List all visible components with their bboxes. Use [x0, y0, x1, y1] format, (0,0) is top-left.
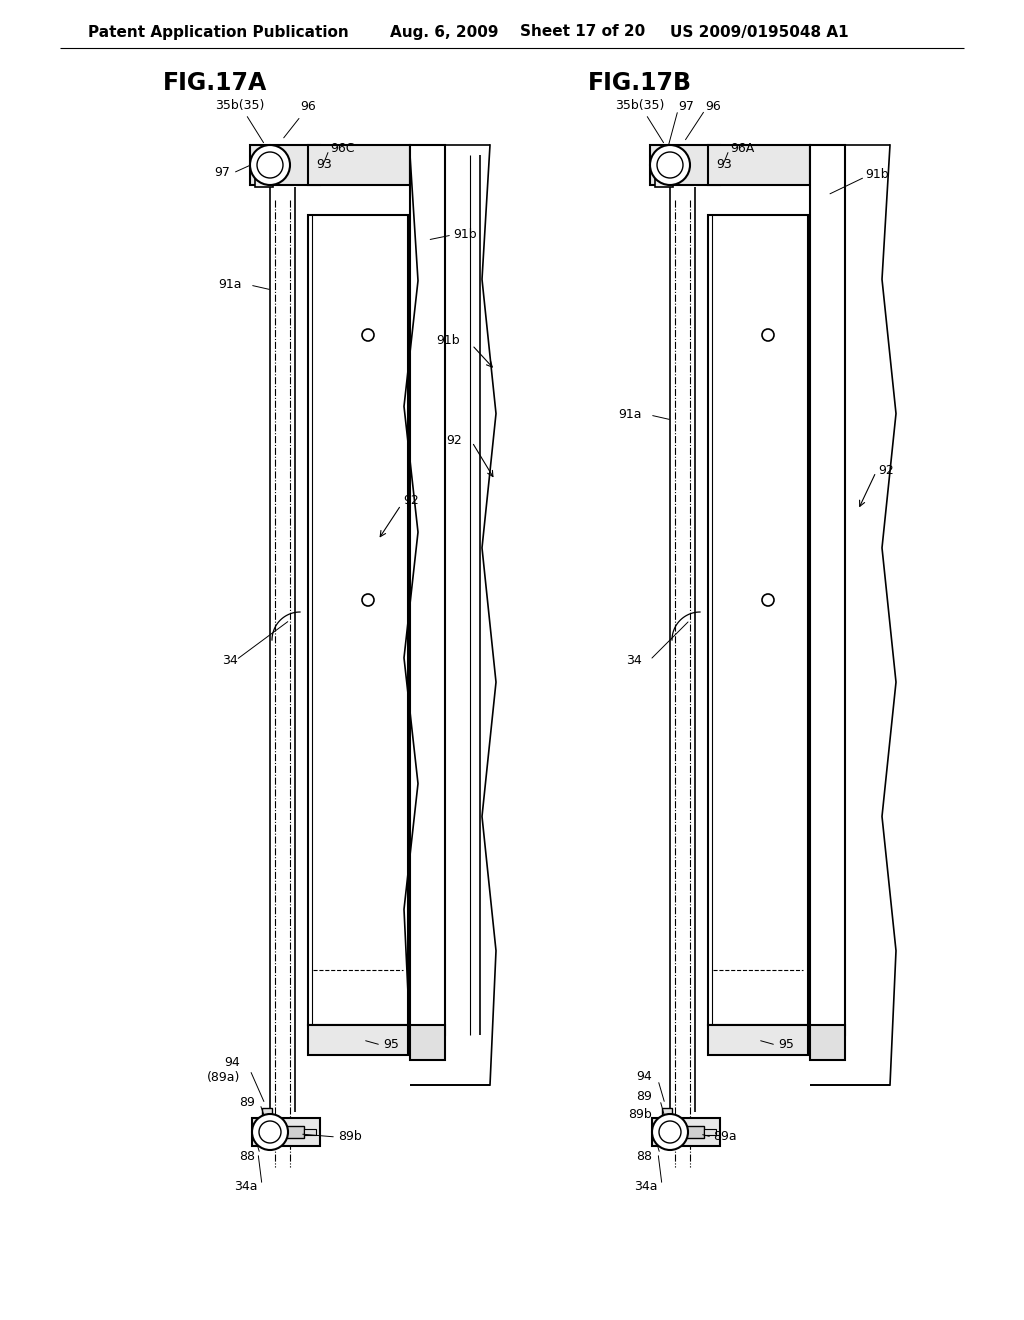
Text: US 2009/0195048 A1: US 2009/0195048 A1 [670, 25, 849, 40]
Text: Aug. 6, 2009: Aug. 6, 2009 [390, 25, 499, 40]
Bar [650, 145, 720, 185]
Text: 95: 95 [778, 1039, 794, 1052]
Bar [286, 1126, 304, 1138]
Text: 34a: 34a [234, 1180, 258, 1193]
Text: 35b(35): 35b(35) [215, 99, 264, 143]
Text: 93: 93 [716, 158, 732, 172]
Text: 91b: 91b [865, 169, 889, 181]
Bar [410, 145, 445, 1035]
Bar [308, 1026, 408, 1055]
Bar [262, 1107, 272, 1118]
Bar [662, 1107, 672, 1118]
Bar [252, 1118, 319, 1146]
Bar [652, 1118, 720, 1146]
Text: 91a: 91a [618, 408, 642, 421]
Text: Patent Application Publication: Patent Application Publication [88, 25, 349, 40]
Circle shape [252, 1114, 288, 1150]
Text: 89: 89 [240, 1096, 255, 1109]
Circle shape [652, 1114, 688, 1150]
Text: (89a): (89a) [207, 1071, 240, 1084]
Text: 88: 88 [239, 1151, 255, 1163]
Bar [410, 1026, 445, 1060]
Text: 91b: 91b [436, 334, 460, 346]
Text: 88: 88 [636, 1151, 652, 1163]
Bar [686, 1126, 705, 1138]
Text: 96A: 96A [730, 141, 755, 154]
Bar [810, 145, 845, 1035]
Text: 89b: 89b [629, 1107, 652, 1121]
Text: 96: 96 [705, 100, 721, 114]
Bar [715, 157, 730, 173]
Text: 91a: 91a [218, 279, 242, 292]
Text: 92: 92 [446, 433, 462, 446]
Bar [662, 1118, 672, 1122]
Text: 89b: 89b [338, 1130, 361, 1143]
Bar [810, 1026, 845, 1060]
Bar [655, 158, 673, 187]
Text: 96C: 96C [330, 141, 354, 154]
Bar [708, 215, 808, 1026]
Text: 95: 95 [383, 1039, 399, 1052]
Bar [304, 1129, 316, 1135]
Bar [255, 158, 273, 187]
Circle shape [250, 145, 290, 185]
Text: 34a: 34a [635, 1180, 658, 1193]
Bar [262, 1118, 272, 1122]
Bar [250, 145, 319, 185]
Text: 35b(35): 35b(35) [615, 99, 665, 143]
Text: 34: 34 [222, 653, 238, 667]
Bar [315, 157, 330, 173]
Text: Sheet 17 of 20: Sheet 17 of 20 [520, 25, 645, 40]
Bar [708, 145, 810, 185]
Text: 91b: 91b [453, 228, 476, 242]
Text: 96: 96 [284, 100, 315, 137]
Text: 92: 92 [878, 463, 894, 477]
Bar [705, 1129, 716, 1135]
Bar [708, 1026, 808, 1055]
Text: 94: 94 [224, 1056, 240, 1068]
Text: 89: 89 [636, 1090, 652, 1104]
Text: 34: 34 [627, 653, 642, 667]
Text: 94: 94 [636, 1071, 652, 1084]
Text: 89a: 89a [713, 1130, 736, 1143]
Bar [308, 145, 410, 185]
Text: 92: 92 [403, 494, 419, 507]
Circle shape [650, 145, 690, 185]
Text: FIG.17A: FIG.17A [163, 71, 267, 95]
Text: 97: 97 [678, 100, 694, 114]
Text: 97: 97 [214, 166, 230, 180]
Text: 93: 93 [316, 158, 332, 172]
Bar [308, 215, 408, 1026]
Text: FIG.17B: FIG.17B [588, 71, 692, 95]
